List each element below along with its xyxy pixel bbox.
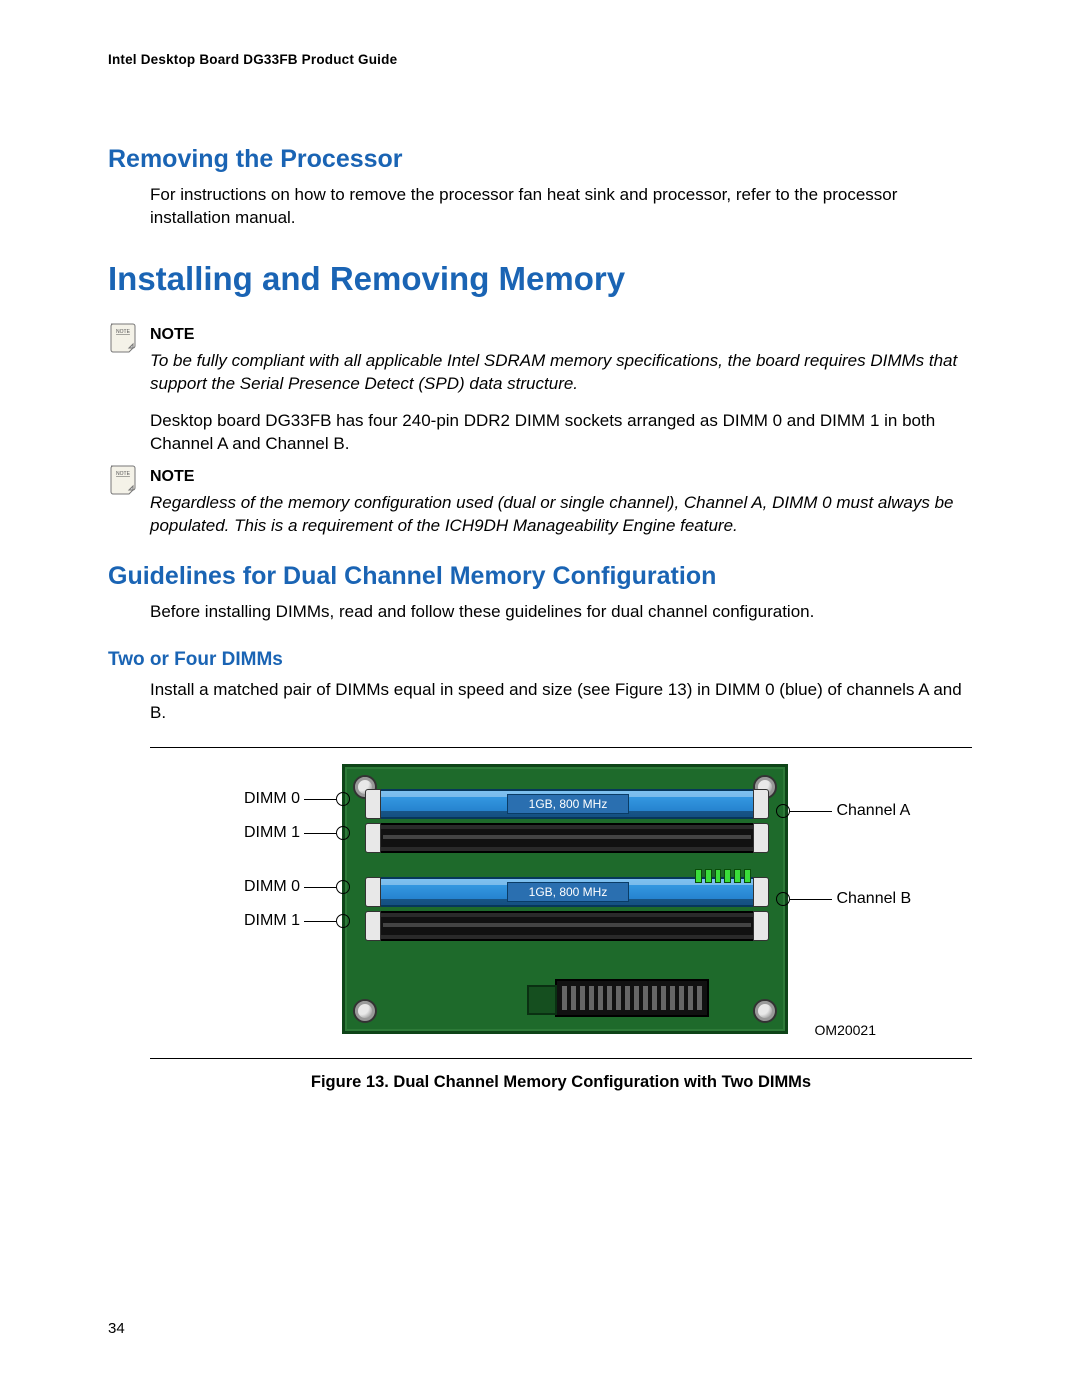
heading-two-or-four: Two or Four DIMMs <box>108 649 972 671</box>
header-connector <box>555 979 709 1017</box>
running-head: Intel Desktop Board DG33FB Product Guide <box>108 52 972 67</box>
label-dimm0-a: DIMM 0 <box>244 790 350 808</box>
heading-guidelines: Guidelines for Dual Channel Memory Confi… <box>108 562 972 591</box>
body-sockets: Desktop board DG33FB has four 240-pin DD… <box>150 410 972 456</box>
note-body-2: Regardless of the memory configuration u… <box>150 492 972 538</box>
dimm-spec-a0: 1GB, 800 MHz <box>507 794 629 814</box>
svg-text:NOTE: NOTE <box>116 471 131 477</box>
label-dimm1-a: DIMM 1 <box>244 824 350 842</box>
figure-rule-top <box>150 747 972 748</box>
label-channel-b: Channel B <box>776 890 911 908</box>
body-two-or-four: Install a matched pair of DIMMs equal in… <box>150 679 972 725</box>
body-guidelines: Before installing DIMMs, read and follow… <box>150 601 972 624</box>
note-label-1: NOTE <box>150 326 972 344</box>
figure-rule-bottom <box>150 1058 972 1059</box>
svg-text:NOTE: NOTE <box>116 329 131 335</box>
note-icon: NOTE <box>106 462 140 496</box>
label-dimm0-b: DIMM 0 <box>244 878 350 896</box>
dimm-slot-a0: 1GB, 800 MHz <box>377 789 757 819</box>
note-label-2: NOTE <box>150 468 972 486</box>
note-body-1: To be fully compliant with all applicabl… <box>150 350 972 396</box>
dimm-spec-b0: 1GB, 800 MHz <box>507 882 629 902</box>
heading-installing-memory: Installing and Removing Memory <box>108 260 972 298</box>
label-dimm1-b: DIMM 1 <box>244 912 350 930</box>
note-icon: NOTE <box>106 320 140 354</box>
dimm-slot-b1 <box>377 911 757 941</box>
body-removing-processor: For instructions on how to remove the pr… <box>150 184 972 230</box>
label-channel-a: Channel A <box>776 802 910 820</box>
heading-removing-processor: Removing the Processor <box>108 145 972 174</box>
dimm-slot-a1 <box>377 823 757 853</box>
figure-id: OM20021 <box>815 1022 876 1038</box>
figure-13: 1GB, 800 MHz 1GB, 800 MHz DIMM 0 <box>150 747 972 1092</box>
figure-caption: Figure 13. Dual Channel Memory Configura… <box>150 1073 972 1092</box>
page-number: 34 <box>108 1320 125 1337</box>
motherboard-diagram: 1GB, 800 MHz 1GB, 800 MHz <box>342 764 788 1034</box>
